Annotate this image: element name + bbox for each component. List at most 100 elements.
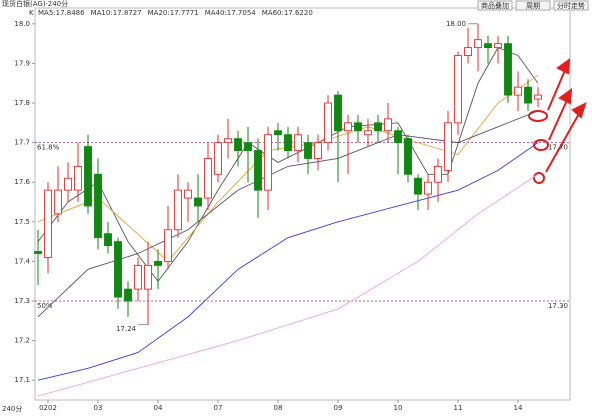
x-tick-label: 10 (394, 404, 403, 412)
candle-body (384, 118, 392, 132)
candle (164, 205, 172, 270)
candle (94, 158, 102, 250)
candle-body (264, 134, 272, 191)
candle (254, 138, 262, 218)
candle (464, 27, 472, 64)
y-tick-label: 17.3 (14, 297, 30, 305)
candle-body (44, 189, 52, 258)
y-tick-label: 17.2 (14, 337, 30, 345)
candle-body (244, 142, 252, 151)
annotation: 18.00 (446, 20, 466, 28)
candle (64, 162, 72, 203)
candle (414, 174, 422, 210)
candle (74, 142, 82, 203)
candle-body (204, 158, 212, 199)
arrow-head (571, 102, 587, 119)
y-tick-label: 17.1 (14, 376, 30, 384)
candle-body (154, 260, 162, 266)
candle (344, 114, 352, 175)
candle (514, 71, 522, 111)
candle-body (464, 47, 472, 56)
level-ratio: 61.8% (37, 144, 60, 152)
candle-body (144, 264, 152, 290)
candle-body (214, 142, 222, 175)
toolbar-button-label: 分时走势 (557, 1, 585, 10)
candle (534, 87, 542, 107)
candle (364, 118, 372, 147)
candle-body (504, 43, 512, 96)
candle (324, 95, 332, 151)
candle-body (514, 86, 522, 96)
candle (264, 126, 272, 210)
candle (334, 91, 342, 183)
candle (404, 134, 412, 183)
candle (394, 126, 402, 175)
period-label: 240分 (2, 404, 22, 413)
y-tick-label: 17.6 (14, 178, 30, 186)
candle (444, 110, 452, 183)
candle-body (254, 150, 262, 191)
candle (304, 134, 312, 175)
candle (84, 134, 92, 214)
candle-body (324, 102, 332, 144)
candle (454, 51, 462, 135)
plot-frame (34, 7, 571, 401)
candle-body (34, 251, 42, 254)
y-tick-label: 17.8 (14, 99, 30, 107)
candle-body (234, 138, 242, 151)
y-tick-label: 18.0 (14, 20, 30, 28)
annotation-arrows (528, 57, 587, 184)
level-ratio: 50% (37, 302, 53, 310)
candle-body (184, 189, 192, 199)
legend-prefix: K (29, 9, 34, 17)
candle-body (394, 130, 402, 144)
candle-body (284, 134, 292, 151)
candle-body (194, 197, 202, 207)
candle (284, 126, 292, 159)
arrow (545, 111, 581, 173)
candle (124, 281, 132, 317)
toolbar-button-label: 周期 (526, 2, 540, 10)
y-tick-label: 17.5 (14, 218, 30, 226)
x-tick-label: 0202 (39, 404, 57, 412)
candle (504, 35, 512, 104)
candle (294, 126, 302, 163)
candle-body (124, 288, 132, 302)
candle-body (354, 122, 362, 132)
candle (104, 221, 112, 254)
candle-body (524, 86, 532, 104)
ma-line (37, 142, 539, 381)
level-label: 17.30 (548, 302, 568, 310)
arrow (547, 67, 567, 111)
x-tick-label: 14 (514, 404, 523, 412)
candle-body (454, 55, 462, 124)
chart-title: 现货白银(AG)·240分 (2, 0, 68, 8)
candle (174, 174, 182, 238)
candle (374, 114, 382, 143)
legend-entry: MA5:17.8486 (38, 9, 85, 17)
candle (214, 134, 222, 183)
y-tick-label: 17.4 (14, 257, 30, 265)
legend-entry: MA40:17.7054 (205, 9, 257, 17)
x-tick-label: 11 (454, 404, 463, 412)
candle-body (294, 134, 302, 151)
y-tick-label: 17.9 (14, 59, 30, 67)
toolbar-button (553, 0, 589, 11)
x-tick-label: 08 (274, 404, 283, 412)
candle (224, 118, 232, 159)
annotation: 17.24 (116, 325, 137, 333)
legend-entry: MA60:17.6220 (262, 9, 313, 17)
candle-body (374, 122, 382, 132)
candle (244, 126, 252, 183)
candle (274, 122, 282, 151)
candle-body (444, 122, 452, 171)
candle-body (414, 177, 422, 195)
highlight-ellipse (533, 172, 545, 184)
x-tick-label: 03 (94, 404, 103, 412)
candle (194, 174, 202, 222)
arrow-head (556, 57, 571, 75)
toolbar-button-label: 商品叠加 (481, 1, 509, 10)
candle (44, 182, 52, 274)
candle (484, 35, 492, 64)
